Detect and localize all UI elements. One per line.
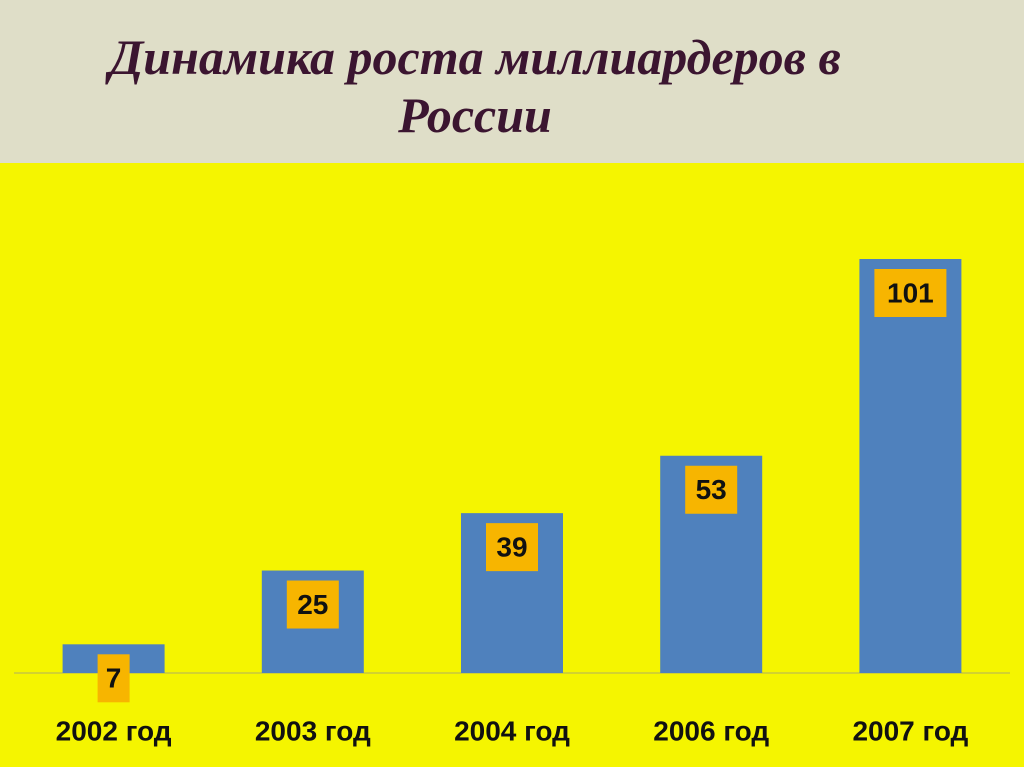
value-label: 39 <box>496 532 527 563</box>
x-tick-label: 2007 год <box>852 715 968 746</box>
x-tick-label: 2006 год <box>653 715 769 746</box>
value-label-box <box>286 580 339 629</box>
value-label: 53 <box>696 474 727 505</box>
x-tick-label: 2004 год <box>454 715 570 746</box>
value-label: 7 <box>106 663 122 694</box>
value-label-box <box>685 465 738 514</box>
value-label-box <box>874 269 947 317</box>
value-label-box <box>486 523 538 572</box>
chart-title: Динамика роста миллиардеров в России <box>109 29 841 143</box>
x-tick-label: 2002 год <box>56 715 172 746</box>
value-label: 101 <box>887 277 934 308</box>
value-label-box <box>97 654 130 703</box>
x-tick-label: 2003 год <box>255 715 371 746</box>
title-band: Динамика роста миллиардеров в России <box>0 0 1024 163</box>
value-label: 25 <box>297 589 328 620</box>
bar <box>859 259 962 673</box>
